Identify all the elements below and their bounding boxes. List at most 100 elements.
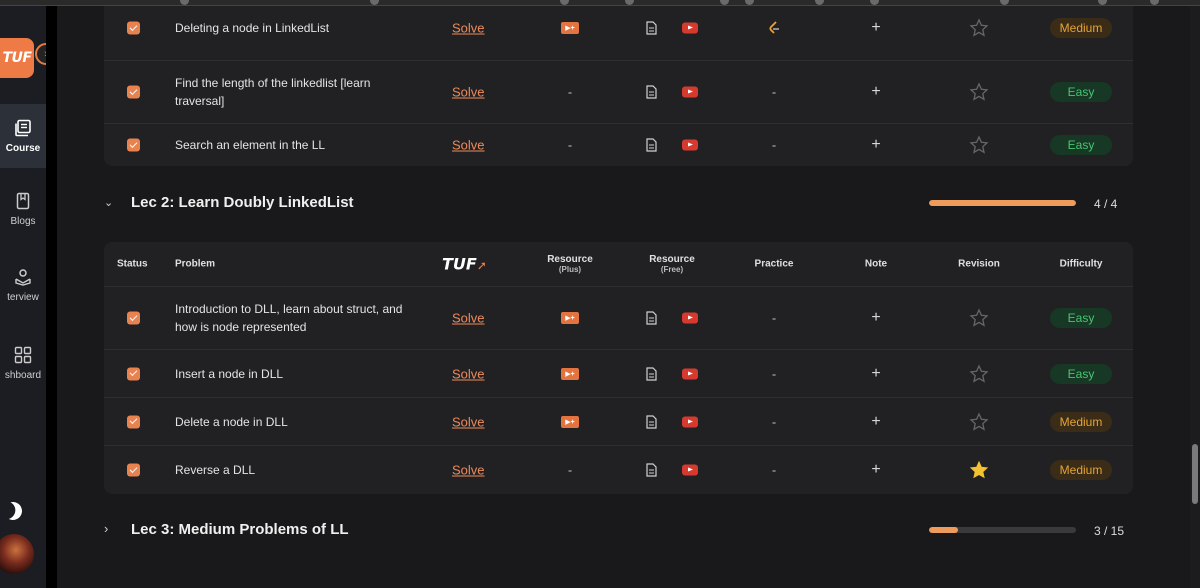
table-header: Status Problem TUF➚ Resource (Plus) Resou… bbox=[104, 242, 1133, 287]
video-plus-icon[interactable]: ▶+ bbox=[561, 367, 579, 380]
sidebar-item-interview[interactable]: terview bbox=[0, 268, 46, 303]
difficulty-badge: Easy bbox=[1050, 82, 1112, 102]
dark-mode-toggle-icon[interactable] bbox=[1, 499, 24, 522]
interview-icon bbox=[15, 269, 31, 286]
practice-empty: - bbox=[771, 462, 777, 478]
tuf-logo[interactable]: TUF bbox=[0, 38, 34, 78]
star-icon[interactable] bbox=[969, 411, 989, 432]
status-checkbox[interactable] bbox=[127, 85, 140, 99]
article-icon[interactable] bbox=[646, 138, 657, 152]
difficulty-badge: Easy bbox=[1050, 363, 1112, 384]
practice-empty: - bbox=[771, 310, 777, 326]
header-tuf-logo: TUF➚ bbox=[442, 254, 487, 274]
add-note-button[interactable]: + bbox=[871, 364, 881, 382]
sidebar-item-label: shboard bbox=[4, 370, 42, 381]
difficulty-badge: Medium bbox=[1050, 18, 1112, 38]
solve-link[interactable]: Solve bbox=[452, 137, 485, 153]
problem-name: Insert a node in DLL bbox=[175, 366, 284, 381]
table-row: Reverse a DLL Solve - - + Medium bbox=[104, 446, 1133, 494]
header-revision: Revision bbox=[958, 258, 1000, 270]
lecture-1-table: Deleting a node in LinkedList Solve ▶+ +… bbox=[104, 6, 1133, 166]
sidebar-item-course[interactable]: Course bbox=[0, 104, 46, 168]
scrollbar-thumb[interactable] bbox=[1192, 444, 1198, 504]
table-row: Insert a node in DLL Solve ▶+ - + Easy bbox=[104, 350, 1133, 398]
lecture-2-header[interactable]: ⌄ Lec 2: Learn Doubly LinkedList 4 / 4 bbox=[104, 189, 1133, 219]
problem-name: Introduction to DLL, learn about struct,… bbox=[175, 302, 403, 334]
solve-link[interactable]: Solve bbox=[452, 366, 485, 381]
difficulty-badge: Easy bbox=[1050, 308, 1112, 328]
star-icon[interactable] bbox=[969, 82, 989, 102]
lecture-progress-count: 4 / 4 bbox=[1094, 197, 1118, 211]
header-problem: Problem bbox=[175, 258, 216, 270]
problem-name: Reverse a DLL bbox=[175, 463, 256, 477]
avatar[interactable] bbox=[0, 534, 34, 574]
practice-empty: - bbox=[771, 414, 777, 429]
main-content: Deleting a node in LinkedList Solve ▶+ +… bbox=[57, 6, 1190, 588]
video-plus-icon[interactable]: ▶+ bbox=[561, 22, 579, 34]
practice-empty: - bbox=[771, 84, 777, 100]
star-filled-icon[interactable] bbox=[969, 460, 989, 480]
add-note-button[interactable]: + bbox=[871, 136, 881, 153]
status-checkbox[interactable] bbox=[127, 311, 140, 325]
lecture-title: Lec 2: Learn Doubly LinkedList bbox=[131, 194, 354, 211]
youtube-icon[interactable] bbox=[682, 464, 698, 476]
chevron-down-icon: ⌄ bbox=[104, 197, 114, 209]
chevron-right-icon: › bbox=[44, 48, 46, 60]
solve-link[interactable]: Solve bbox=[452, 414, 485, 429]
chevron-right-icon: › bbox=[104, 521, 109, 536]
problem-name: Find the length of the linkedlist [learn… bbox=[175, 76, 371, 108]
problem-name: Delete a node in DLL bbox=[175, 414, 288, 429]
article-icon[interactable] bbox=[646, 311, 657, 325]
article-icon[interactable] bbox=[646, 85, 657, 99]
vertical-scrollbar[interactable] bbox=[1190, 6, 1200, 588]
sidebar-item-blogs[interactable]: Blogs bbox=[0, 192, 46, 227]
problem-name: Search an element in the LL bbox=[175, 138, 326, 152]
sidebar-item-label: Blogs bbox=[10, 216, 36, 227]
youtube-icon[interactable] bbox=[682, 139, 698, 151]
add-note-button[interactable]: + bbox=[871, 83, 881, 100]
star-icon[interactable] bbox=[969, 308, 989, 328]
table-row: Introduction to DLL, learn about struct,… bbox=[104, 287, 1133, 350]
difficulty-badge: Easy bbox=[1050, 135, 1112, 155]
resource-plus-empty: - bbox=[567, 462, 573, 478]
add-note-button[interactable]: + bbox=[871, 461, 881, 478]
browser-top-strip bbox=[0, 0, 1200, 6]
header-practice: Practice bbox=[754, 258, 794, 270]
youtube-icon[interactable] bbox=[682, 416, 698, 427]
table-row: Deleting a node in LinkedList Solve ▶+ +… bbox=[104, 6, 1133, 61]
solve-link[interactable]: Solve bbox=[452, 84, 485, 100]
status-checkbox[interactable] bbox=[127, 415, 140, 428]
lecture-3-header[interactable]: › Lec 3: Medium Problems of LL 3 / 15 bbox=[104, 516, 1133, 546]
status-checkbox[interactable] bbox=[127, 367, 140, 380]
header-resource-plus: Resource (Plus) bbox=[547, 254, 593, 274]
solve-link[interactable]: Solve bbox=[452, 20, 485, 36]
leetcode-icon[interactable] bbox=[766, 20, 782, 36]
status-checkbox[interactable] bbox=[127, 21, 140, 35]
resource-plus-empty: - bbox=[567, 137, 573, 153]
youtube-icon[interactable] bbox=[682, 22, 698, 34]
star-icon[interactable] bbox=[969, 18, 989, 38]
sidebar-collapse-button[interactable]: › bbox=[35, 43, 46, 65]
solve-link[interactable]: Solve bbox=[452, 462, 485, 478]
status-checkbox[interactable] bbox=[127, 463, 140, 477]
add-note-button[interactable]: + bbox=[871, 309, 881, 326]
lecture-2-table: Status Problem TUF➚ Resource (Plus) Resou… bbox=[104, 242, 1133, 494]
youtube-icon[interactable] bbox=[682, 312, 698, 324]
solve-link[interactable]: Solve bbox=[452, 310, 485, 326]
youtube-icon[interactable] bbox=[682, 86, 698, 98]
star-icon[interactable] bbox=[969, 363, 989, 384]
youtube-icon[interactable] bbox=[682, 368, 698, 379]
status-checkbox[interactable] bbox=[127, 138, 140, 152]
article-icon[interactable] bbox=[646, 414, 657, 429]
article-icon[interactable] bbox=[646, 21, 657, 35]
difficulty-badge: Medium bbox=[1050, 411, 1112, 432]
add-note-button[interactable]: + bbox=[871, 412, 881, 430]
video-plus-icon[interactable]: ▶+ bbox=[561, 312, 579, 324]
table-row: Search an element in the LL Solve - - + … bbox=[104, 124, 1133, 166]
star-icon[interactable] bbox=[969, 135, 989, 155]
article-icon[interactable] bbox=[646, 366, 657, 381]
sidebar-item-dashboard[interactable]: shboard bbox=[0, 346, 46, 381]
add-note-button[interactable]: + bbox=[871, 19, 881, 36]
article-icon[interactable] bbox=[646, 463, 657, 477]
video-plus-icon[interactable]: ▶+ bbox=[561, 415, 579, 428]
